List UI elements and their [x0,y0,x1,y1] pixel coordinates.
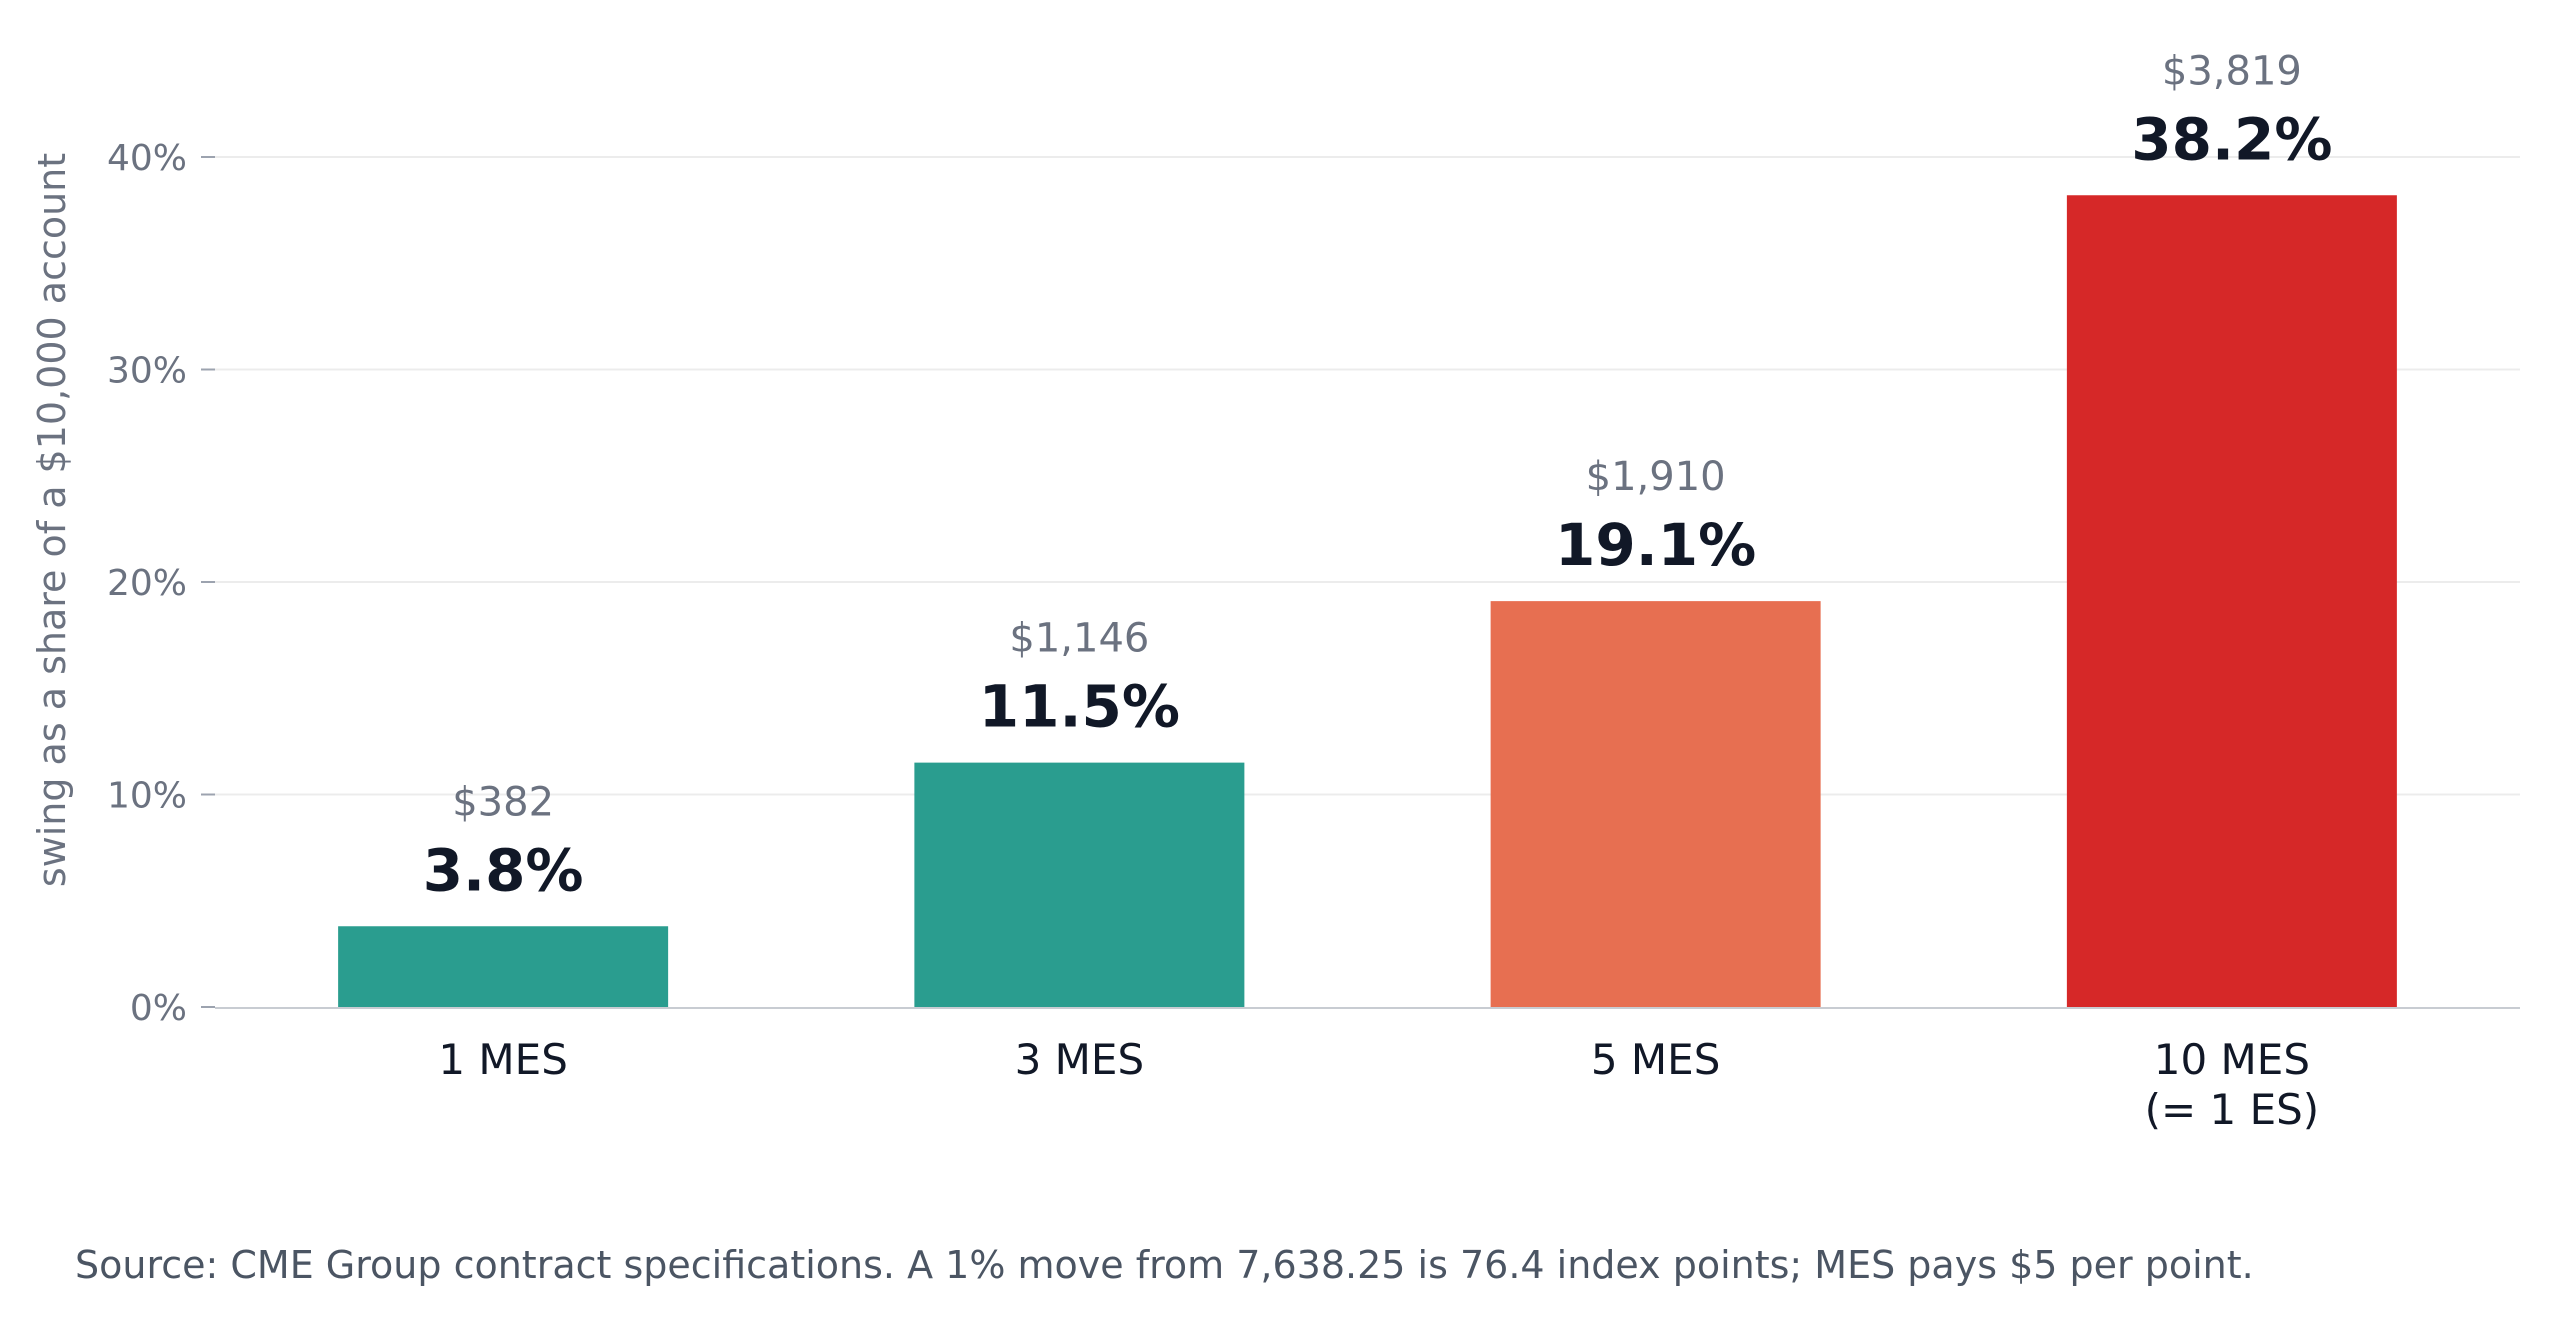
x-tick-label: 1 MES [438,1035,568,1084]
y-axis-ticks: 0% 10% 20% 30% 40% [107,138,215,1029]
bar-dollar-label: $3,819 [2162,48,2302,94]
x-axis-ticks: 1 MES 3 MES 5 MES 10 MES(= 1 ES) [438,1035,2319,1134]
bar-value-label: 3.8% [423,836,584,904]
y-tick-label: 40% [107,138,187,179]
bar-dollar-label: $382 [452,779,554,825]
y-tick-label: 0% [130,988,187,1029]
bar [914,762,1245,1007]
source-note: Source: CME Group contract specification… [75,1243,2254,1287]
bar-dollar-label: $1,146 [1009,616,1149,662]
bar-value-label: 11.5% [979,673,1180,741]
x-tick-label: (= 1 ES) [2145,1085,2320,1134]
x-tick-label: 3 MES [1015,1035,1145,1084]
y-tick-label: 10% [107,776,187,817]
x-tick-label: 5 MES [1591,1035,1721,1084]
bar [338,926,669,1007]
y-tick-label: 30% [107,351,187,392]
bar [1490,601,1821,1007]
bar-labels: 3.8% $382 11.5% $1,146 19.1% $1,910 38.2% $3,81… [423,48,2333,904]
bar-value-label: 19.1% [1555,511,1756,579]
bars [338,195,2397,1007]
bar [2066,195,2397,1007]
bar-value-label: 38.2% [2131,105,2332,173]
bar-dollar-label: $1,910 [1586,454,1726,500]
y-tick-label: 20% [107,563,187,604]
y-axis-label: swing as a share of a $10,000 account [30,153,74,887]
x-tick-label: 10 MES [2154,1035,2310,1084]
